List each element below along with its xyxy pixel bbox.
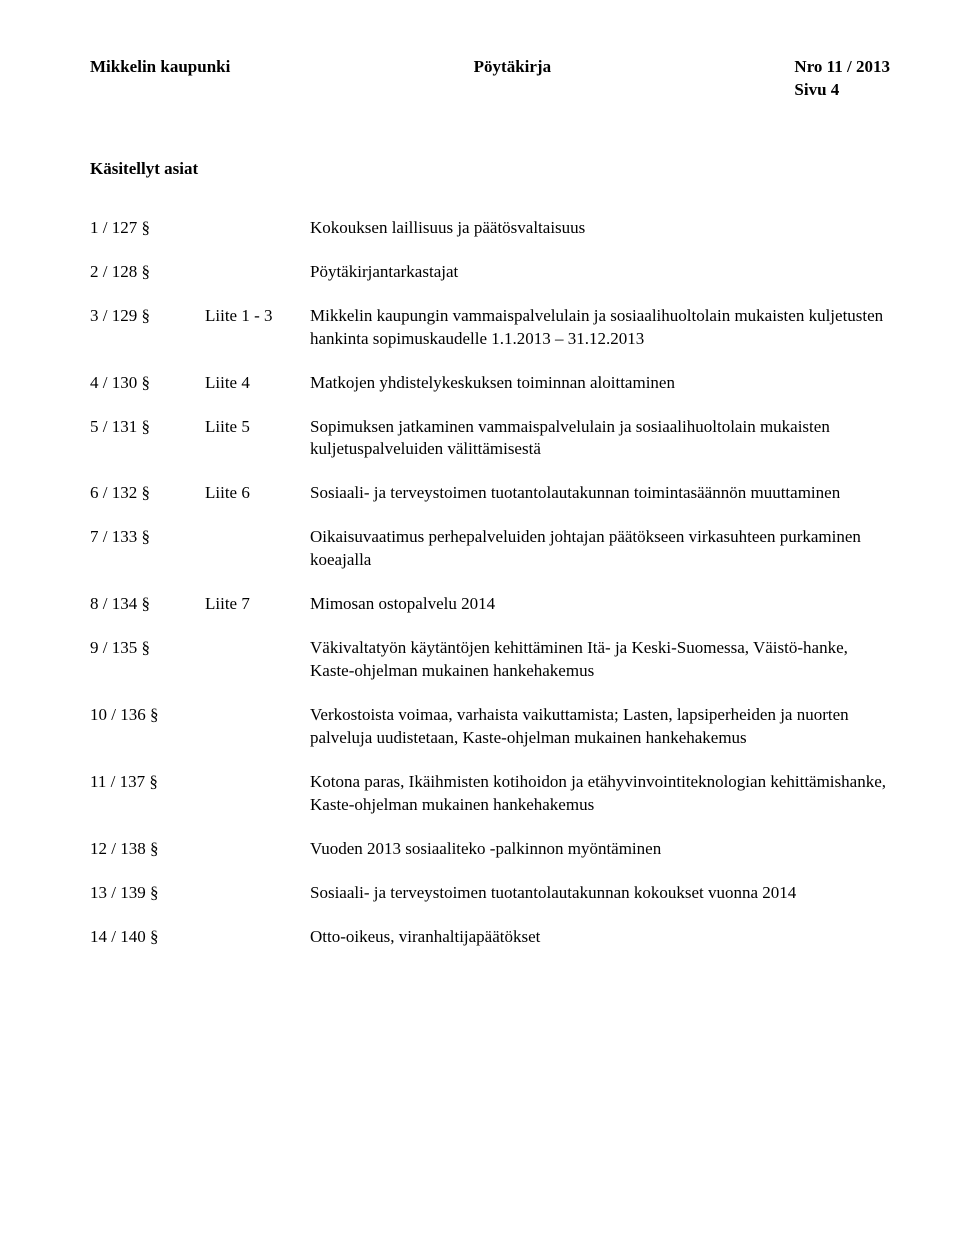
agenda-number: 11 / 137 § (90, 771, 205, 794)
header-doctype: Pöytäkirja (474, 56, 551, 102)
agenda-number: 13 / 139 § (90, 882, 205, 905)
agenda-title: Otto-oikeus, viranhaltijapäätökset (310, 926, 890, 949)
agenda-title: Mimosan ostopalvelu 2014 (310, 593, 890, 616)
agenda-row: 5 / 131 §Liite 5Sopimuksen jatkaminen va… (90, 416, 890, 462)
agenda-number: 3 / 129 § (90, 305, 205, 328)
agenda-row: 12 / 138 § Vuoden 2013 sosiaaliteko -palk… (90, 838, 890, 861)
agenda-number: 6 / 132 § (90, 482, 205, 505)
section-title: Käsitellyt asiat (90, 158, 890, 181)
agenda-row: 1 / 127 § Kokouksen laillisuus ja päätösv… (90, 217, 890, 240)
agenda-number: 4 / 130 § (90, 372, 205, 395)
items-list: 1 / 127 § Kokouksen laillisuus ja päätösv… (90, 217, 890, 949)
agenda-row: 6 / 132 §Liite 6Sosiaali- ja terveystoim… (90, 482, 890, 505)
agenda-title: Kotona paras, Ikäihmisten kotihoidon ja … (310, 771, 890, 817)
agenda-title: Vuoden 2013 sosiaaliteko -palkinnon myön… (310, 838, 890, 861)
agenda-row: 10 / 136 § Verkostoista voimaa, varhaista… (90, 704, 890, 750)
agenda-row: 11 / 137 § Kotona paras, Ikäihmisten koti… (90, 771, 890, 817)
agenda-number: 7 / 133 § (90, 526, 205, 549)
agenda-title: Sosiaali- ja terveystoimen tuotantolauta… (310, 482, 890, 505)
agenda-row: 14 / 140 § Otto-oikeus, viranhaltijapäätö… (90, 926, 890, 949)
agenda-title: Verkostoista voimaa, varhaista vaikuttam… (310, 704, 890, 750)
agenda-number: 10 / 136 § (90, 704, 205, 727)
agenda-row: 13 / 139 § Sosiaali- ja terveystoimen tuo… (90, 882, 890, 905)
agenda-title: Kokouksen laillisuus ja päätösvaltaisuus (310, 217, 890, 240)
agenda-number: 1 / 127 § (90, 217, 205, 240)
agenda-row: 9 / 135 § Väkivaltatyön käytäntöjen kehit… (90, 637, 890, 683)
agenda-row: 2 / 128 § Pöytäkirjantarkastajat (90, 261, 890, 284)
header-org: Mikkelin kaupunki (90, 56, 230, 102)
agenda-number: 14 / 140 § (90, 926, 205, 949)
agenda-title: Pöytäkirjantarkastajat (310, 261, 890, 284)
agenda-number: 2 / 128 § (90, 261, 205, 284)
agenda-title: Väkivaltatyön käytäntöjen kehittäminen I… (310, 637, 890, 683)
agenda-attachment: Liite 4 (205, 372, 310, 395)
agenda-title: Matkojen yhdistelykeskuksen toiminnan al… (310, 372, 890, 395)
agenda-number: 8 / 134 § (90, 593, 205, 616)
agenda-number: 12 / 138 § (90, 838, 205, 861)
agenda-attachment: Liite 1 - 3 (205, 305, 310, 328)
agenda-attachment: Liite 5 (205, 416, 310, 439)
agenda-title: Mikkelin kaupungin vammaispalvelulain ja… (310, 305, 890, 351)
agenda-row: 8 / 134 §Liite 7Mimosan ostopalvelu 2014 (90, 593, 890, 616)
agenda-title: Sosiaali- ja terveystoimen tuotantolauta… (310, 882, 890, 905)
header-docnum: Nro 11 / 2013 (794, 56, 890, 79)
header-right: Nro 11 / 2013 Sivu 4 (794, 56, 890, 102)
agenda-row: 3 / 129 §Liite 1 - 3Mikkelin kaupungin v… (90, 305, 890, 351)
agenda-attachment: Liite 7 (205, 593, 310, 616)
agenda-attachment: Liite 6 (205, 482, 310, 505)
header-page: Sivu 4 (794, 79, 890, 102)
agenda-title: Sopimuksen jatkaminen vammaispalvelulain… (310, 416, 890, 462)
agenda-number: 5 / 131 § (90, 416, 205, 439)
document-header: Mikkelin kaupunki Pöytäkirja Nro 11 / 20… (90, 56, 890, 102)
agenda-title: Oikaisuvaatimus perhepalveluiden johtaja… (310, 526, 890, 572)
agenda-row: 7 / 133 § Oikaisuvaatimus perhepalveluide… (90, 526, 890, 572)
agenda-number: 9 / 135 § (90, 637, 205, 660)
agenda-row: 4 / 130 §Liite 4Matkojen yhdistelykeskuk… (90, 372, 890, 395)
